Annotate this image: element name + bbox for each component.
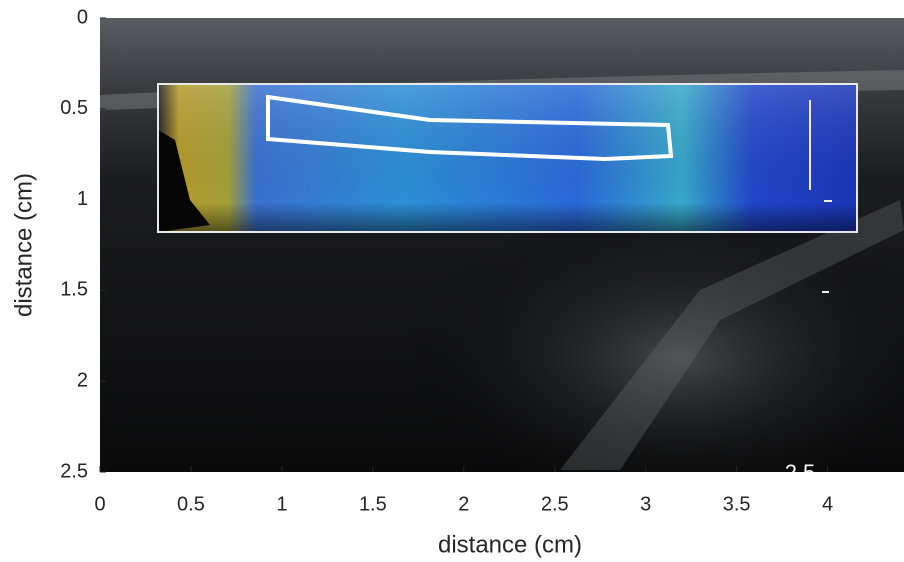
- x-tick-label: 2: [458, 493, 469, 515]
- y-tick-label: 1.5: [60, 279, 88, 301]
- x-axis-label: distance (cm): [438, 531, 582, 558]
- y-tick-label: 1: [77, 188, 88, 210]
- x-tick-label: 1.5: [359, 493, 387, 515]
- y-tick-label: 2.5: [60, 460, 88, 482]
- y-axis-label: distance (cm): [10, 173, 37, 317]
- ultrasound-image: [100, 18, 904, 472]
- x-tick-label: 3: [640, 493, 651, 515]
- y-tick-label: 2: [77, 369, 88, 391]
- x-tick-label: 4: [822, 493, 833, 515]
- y-tick-label: 0.5: [60, 97, 88, 119]
- figure: 2.5 distance (cm) distance (cm) 0 0.5 1 1.5…: [0, 0, 904, 562]
- x-tick-label: 1: [276, 493, 287, 515]
- y-tick-label: 0: [77, 6, 88, 28]
- x-tick-label: 3.5: [723, 493, 751, 515]
- x-tick-label: 0: [94, 493, 105, 515]
- x-tick-label: 2.5: [541, 493, 569, 515]
- x-tick-label: 0.5: [177, 493, 205, 515]
